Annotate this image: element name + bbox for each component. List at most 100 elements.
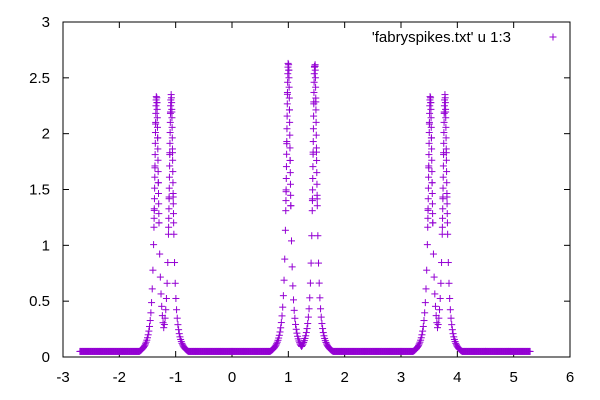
series-point [286,118,294,126]
series-point [426,109,434,117]
series-point [175,326,183,334]
series-point [287,191,295,199]
series-point [440,139,448,147]
y-tick-label: 1 [42,237,50,254]
series-point [443,179,451,187]
series-point [415,340,423,348]
series-point [305,305,313,313]
series-point [428,145,436,153]
series-point [300,338,308,346]
series-point [277,324,285,332]
series-point [293,329,301,337]
series-point [443,210,451,218]
series-point [141,341,149,349]
series-point [436,294,444,302]
series-point [168,145,176,153]
series-point [165,195,173,203]
series-point [428,179,436,187]
series-point [283,100,291,108]
series-point [424,223,432,231]
series-point [424,195,432,203]
series-point [424,184,432,192]
series-point [447,314,455,322]
legend-marker-symbol [549,33,557,41]
series-point [313,202,321,210]
series-point [287,237,295,245]
series-point [154,134,162,142]
series-point [438,223,446,231]
series-point [310,112,318,120]
series-point [434,321,442,329]
series-point [425,151,433,159]
series-point [446,306,454,314]
series-point [424,205,432,213]
series-point [146,322,154,330]
series-point [151,129,159,137]
series-point [145,327,153,335]
series-point [286,144,294,152]
series-point [292,320,300,328]
series-point [321,337,329,345]
series-point [168,123,176,131]
series-point [313,191,321,199]
series-point [439,184,447,192]
x-tick-label: -1 [169,369,182,386]
series-point [154,168,162,176]
series-point [420,317,428,325]
series-point [312,131,320,139]
series-point [315,259,323,267]
plot-frame [62,21,571,358]
series-point [164,259,172,267]
series-point [273,340,281,348]
series-point [427,114,435,122]
series-point [155,219,163,227]
series-point [148,285,156,293]
series-point [282,175,290,183]
legend-series-label: 'fabryspikes.txt' u 1:3 [372,29,511,46]
x-tick-label: -3 [56,369,69,386]
series-point [439,214,447,222]
series-point [425,162,433,170]
series-point [317,305,325,313]
series-point [431,302,439,310]
series-point [171,259,179,267]
series-point [427,134,435,142]
series-point [150,241,158,249]
series-point [156,273,164,281]
series-point [173,314,181,322]
series-point [290,296,298,304]
series-point [311,74,319,82]
series-point [283,138,291,146]
series-point [438,259,446,267]
series-point [154,156,162,164]
series-point [318,320,326,328]
series-point [285,94,293,102]
x-tick-label: 1 [284,369,292,386]
series-point [283,150,291,158]
series-point [158,302,166,310]
series-point [282,197,290,205]
series-point [439,173,447,181]
series-point [149,266,157,274]
series-point [309,163,317,171]
series-point [440,109,448,117]
series-point [443,219,451,227]
series-point [319,325,327,333]
series-point [169,156,177,164]
series-point [316,294,324,302]
series-point [162,306,170,314]
series-point [439,162,447,170]
series-point [161,314,169,322]
series-point [313,169,321,177]
series-point [151,173,159,181]
y-tick-label: 3 [42,14,50,31]
series-point [421,309,429,317]
series-point [423,266,431,274]
series-point [449,330,457,338]
series-point [284,63,292,71]
y-tick-label: 2.5 [29,70,50,87]
series-point [165,205,173,213]
series-point [150,195,158,203]
plot-border [62,21,571,358]
